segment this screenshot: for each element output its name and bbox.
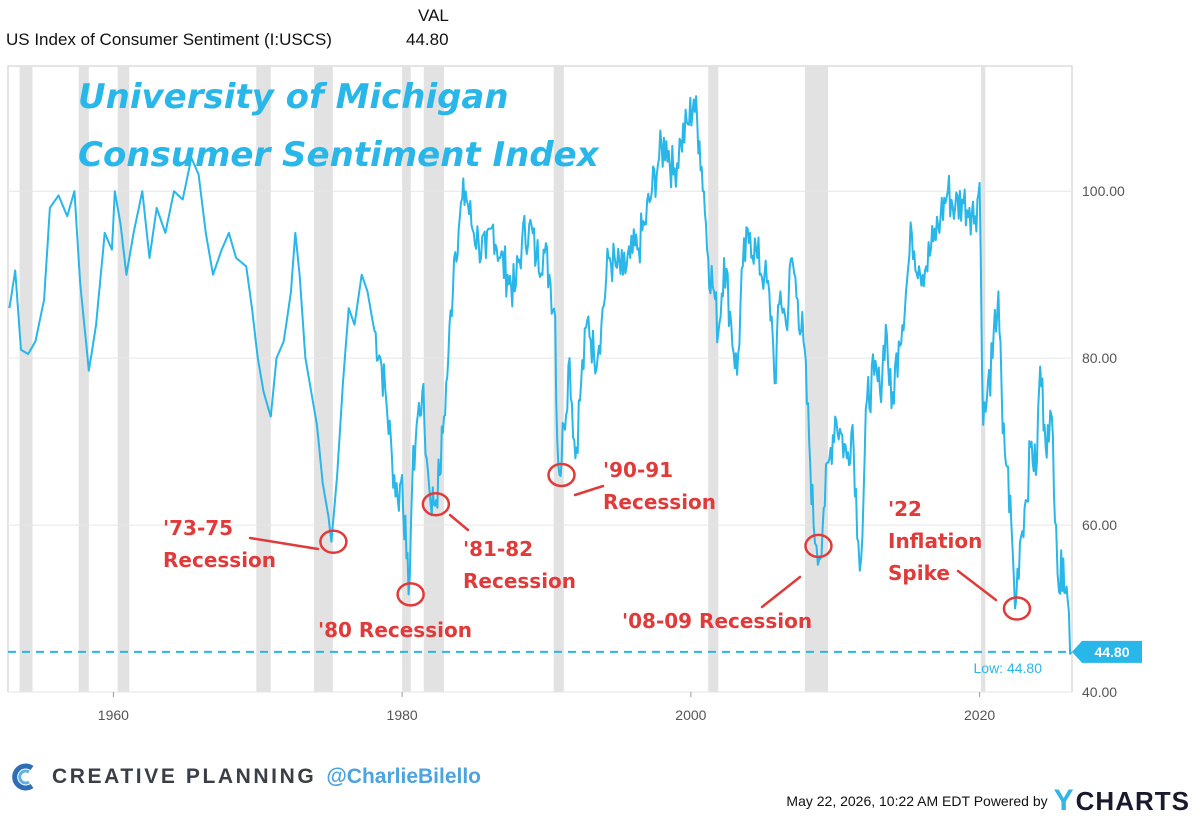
annotation-label-1-line-0: '80 Recession [318, 618, 472, 642]
recession-band-3 [256, 66, 271, 692]
ycharts-logo: Y CHARTS [1054, 784, 1190, 818]
annotation-label-2-line-1: Recession [463, 569, 576, 593]
recession-band-2 [117, 66, 130, 692]
recession-band-9 [804, 66, 829, 692]
series-label: US Index of Consumer Sentiment (I:USCS) [6, 30, 332, 49]
annotation-label-5-line-2: Spike [888, 561, 950, 585]
annotation-circle-3 [547, 462, 576, 488]
y-tick-label-0: 40.00 [1082, 684, 1117, 700]
annotation-circle-0 [319, 529, 348, 555]
recession-band-1 [78, 66, 89, 692]
recession-band-8 [708, 66, 719, 692]
annotation-pointer-0 [248, 536, 320, 551]
footer-branding: CREATIVE PLANNING @CharlieBilello [10, 760, 481, 794]
low-reference-label: Low: 44.80 [974, 660, 1043, 676]
ycharts-logo-y: Y [1053, 784, 1075, 817]
footer-source: May 22, 2026, 10:22 AM EDT Powered by Y … [786, 784, 1190, 818]
recession-band-4 [314, 66, 333, 692]
consumer-sentiment-chart: 40.00 60.00 80.00 100.00 1960 1980 2000 2020 Low… [7, 65, 1142, 723]
x-tick-label-3: 2020 [964, 707, 995, 723]
y-tick-label-1: 60.00 [1082, 517, 1117, 533]
timestamp: May 22, 2026, 10:22 AM EDT Powered by [786, 793, 1048, 809]
chart-title: University of Michigan [78, 77, 509, 117]
annotation-label-3-line-0: '90-91 [603, 458, 673, 482]
annotation-circle-5 [1002, 596, 1032, 621]
y-tick-label-2: 80.00 [1082, 350, 1117, 366]
x-tick-label-1: 1980 [387, 707, 418, 723]
recession-band-7 [553, 66, 564, 692]
annotation-pointer-3 [573, 484, 605, 497]
annotation-label-2-line-0: '81-82 [463, 537, 533, 561]
annotation-circle-1 [396, 582, 425, 607]
annotation-circle-2 [421, 491, 451, 517]
recession-band-5 [402, 66, 411, 692]
chart-subtitle: Consumer Sentiment Index [78, 135, 600, 175]
annotation-pointer-4 [760, 575, 802, 609]
sentiment-series-line [8, 95, 1073, 655]
annotation-circle-4 [804, 533, 833, 559]
current-value-flag [1072, 640, 1142, 663]
x-tick-label-0: 1960 [98, 707, 129, 723]
current-value-flag-label: 44.80 [1094, 644, 1129, 660]
annotation-label-4-line-0: '08-09 Recession [622, 609, 812, 633]
recession-band-0 [19, 66, 33, 692]
creative-planning-logo-icon [12, 763, 34, 791]
annotation-label-0-line-1: Recession [163, 548, 276, 572]
value-column-title: VAL [418, 6, 449, 25]
annotation-label-5-line-1: Inflation [888, 529, 982, 553]
annotation-label-3-line-1: Recession [603, 490, 716, 514]
author-handle: @CharlieBilello [326, 765, 482, 788]
x-tick-label-2: 2000 [675, 707, 706, 723]
annotation-pointer-2 [448, 513, 470, 532]
annotation-label-5-line-0: '22 [888, 497, 922, 521]
annotation-pointer-5 [956, 569, 998, 602]
current-value: 44.80 [406, 30, 449, 49]
y-tick-label-3: 100.00 [1082, 183, 1125, 199]
recession-band-6 [423, 66, 444, 692]
brand-name: CREATIVE PLANNING [52, 765, 317, 788]
annotation-label-0-line-0: '73-75 [163, 516, 233, 540]
ycharts-logo-text: CHARTS [1075, 785, 1190, 816]
